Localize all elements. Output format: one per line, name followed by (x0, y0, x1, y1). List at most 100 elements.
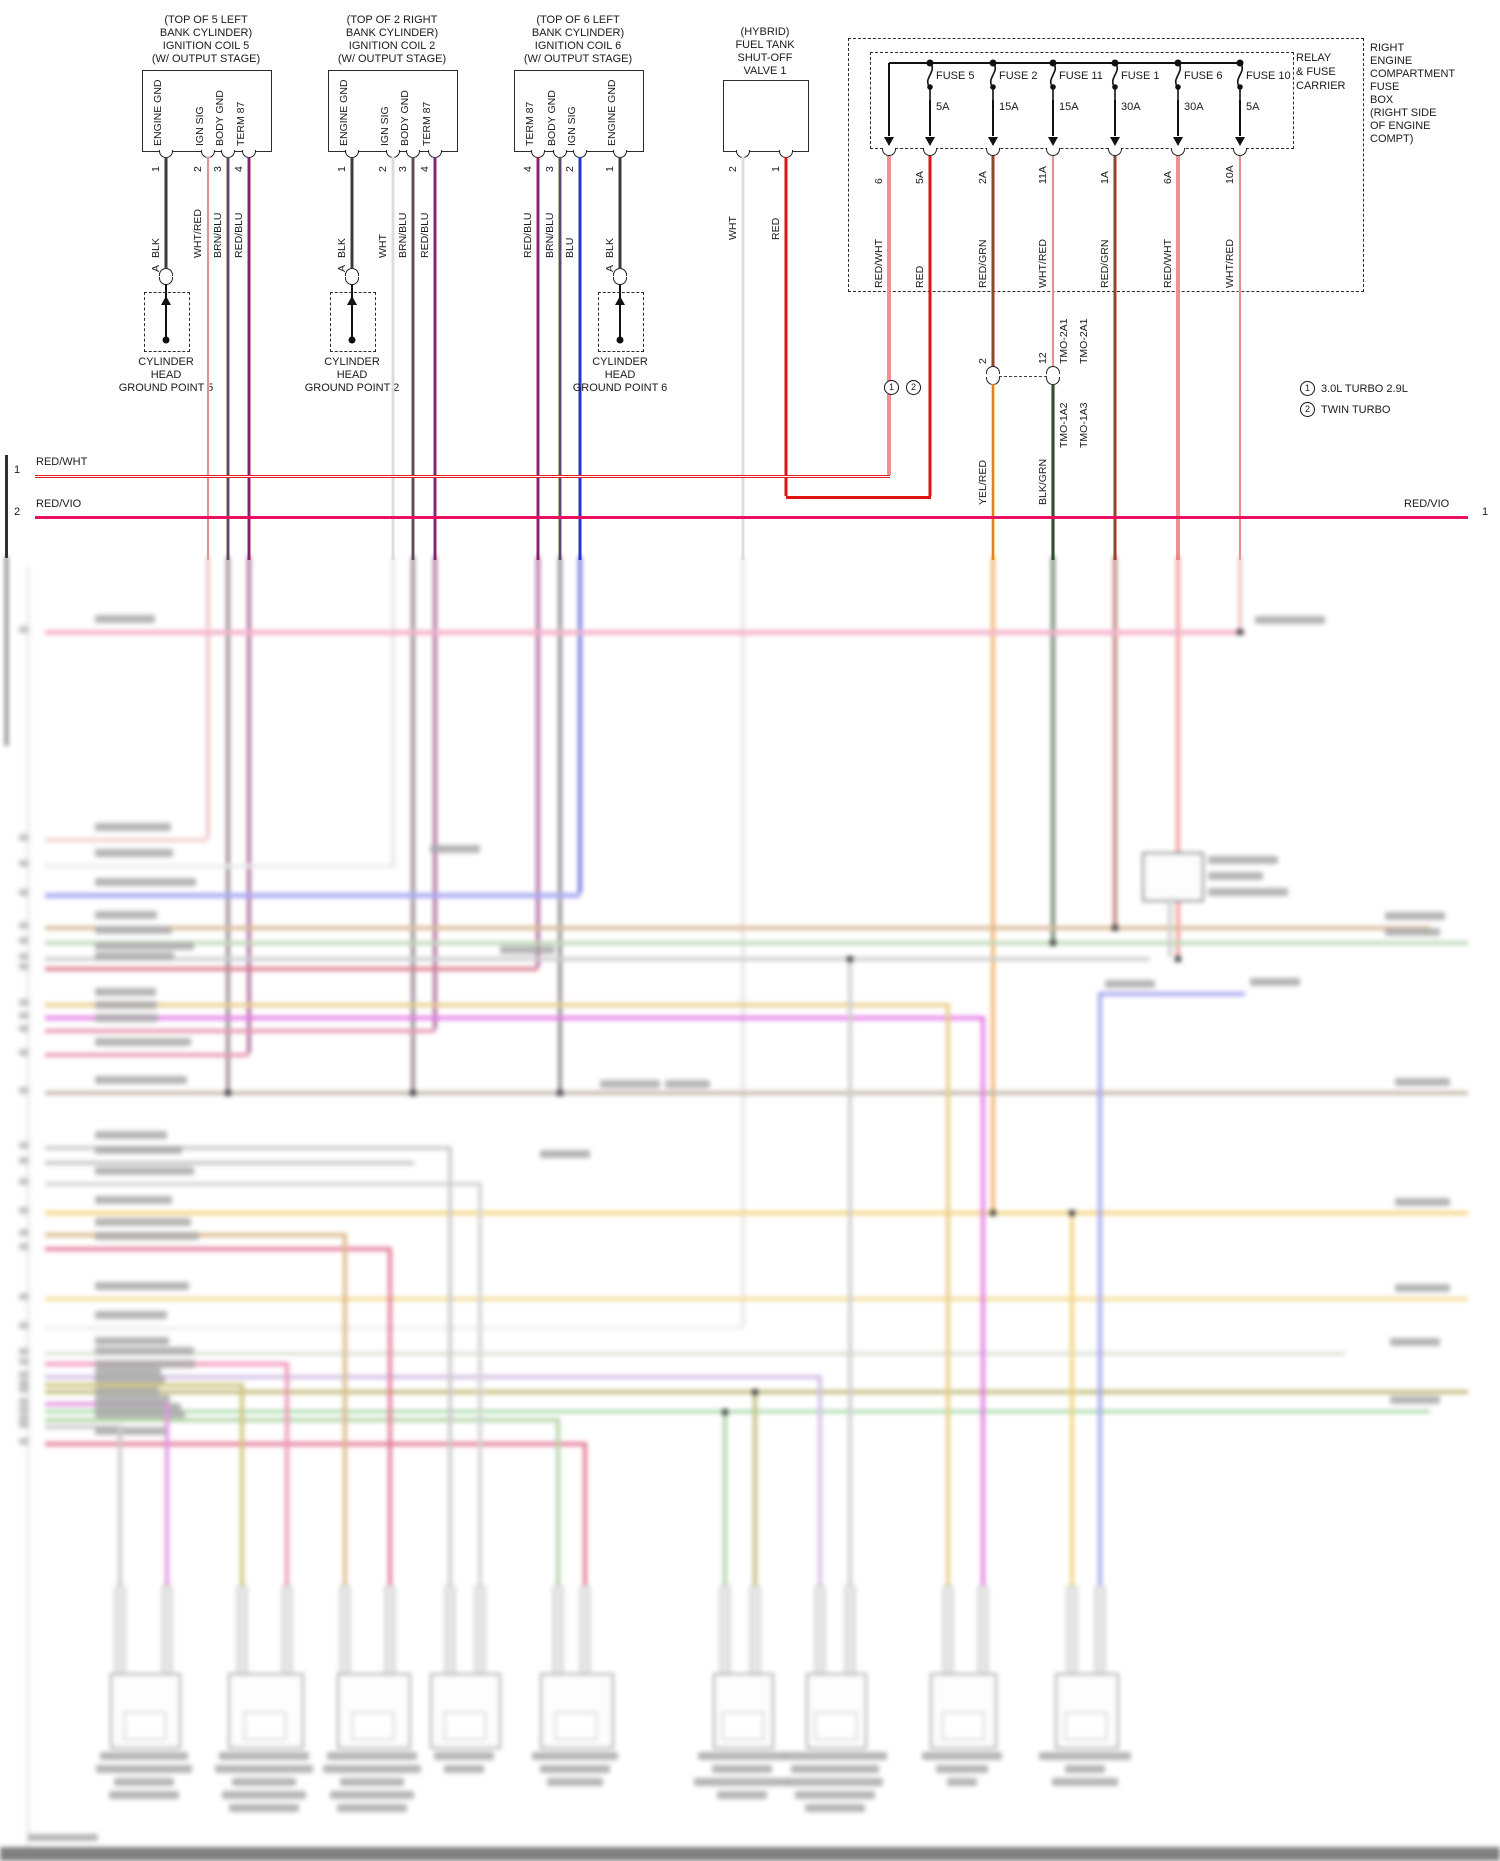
blurred-row-number (19, 1293, 29, 1300)
coil-pin-label: ENGINE GND (606, 79, 618, 146)
blurred-caption-line (786, 1778, 883, 1786)
blurred-label (95, 911, 157, 919)
coil-pin-label: ENGINE GND (152, 79, 164, 146)
blurred-junction-dot (752, 1389, 758, 1395)
engine-gnd-wire (350, 157, 354, 268)
supply-line-red-vio (35, 516, 1468, 519)
fusebox-inner-dashed (870, 52, 1294, 149)
coil-pin-number: 1 (150, 166, 162, 172)
blurred-label (1208, 888, 1288, 896)
blurred-wire-row (45, 1091, 1468, 1095)
blurred-label (95, 1347, 194, 1355)
carrier-label-line: RELAY (1296, 52, 1332, 64)
coil-wire-color-label: WHT/RED (192, 209, 204, 258)
blurred-row-number (19, 834, 29, 841)
coil-wire-color-label: BLK (150, 238, 162, 258)
coil-pin-number: 4 (522, 166, 534, 172)
blurred-label (1395, 1078, 1450, 1086)
blurred-wire-row (45, 1003, 948, 1007)
coil-pin-number: 2 (564, 166, 576, 172)
coil-title-line: IGNITION COIL 2 (348, 40, 436, 52)
ground-point-label: GROUND POINT 2 (304, 382, 400, 394)
blurred-caption-line (716, 1791, 767, 1799)
coil-pin-number: 2 (192, 166, 204, 172)
blurred-wire-row (45, 1383, 242, 1387)
blk-grn-wire (1051, 384, 1055, 560)
blurred-wire-drop (343, 1233, 347, 1590)
component-connector-stub (236, 1585, 248, 1675)
coil-wire-color-label: WHT (377, 234, 389, 258)
blurred-label (1395, 1284, 1450, 1292)
blurred-wire-continuation (226, 556, 230, 1091)
coil-wire-color-label: BLK (336, 238, 348, 258)
fuse-symbol-icon (1174, 60, 1182, 100)
ground-dashed-box (144, 292, 190, 352)
blurred-label (1105, 980, 1155, 988)
valve-title-line: SHUT-OFF (737, 52, 793, 64)
blurred-row-number (19, 1406, 29, 1413)
blurred-row-number (19, 953, 29, 960)
feed-stem (888, 63, 890, 136)
fuse-amp: 15A (999, 101, 1019, 113)
legend-item: 1 3.0L TURBO 2.9L (1300, 381, 1408, 396)
blurred-wire-row (45, 941, 1468, 945)
blurred-wire-row (45, 1352, 1345, 1355)
blurred-wire-row (45, 1375, 820, 1379)
blurred-wire-row (45, 1029, 435, 1033)
component-connector-stub (942, 1585, 954, 1675)
blurred-row-number (19, 1371, 29, 1378)
coil-pin-number: 3 (212, 166, 224, 172)
coil-pin-number: 2 (377, 166, 389, 172)
blurred-label (500, 946, 555, 954)
fusebox-location-line: BOX (1370, 94, 1394, 106)
blurred-label (95, 1375, 165, 1383)
page-border-segment (5, 455, 8, 558)
coil-title-line: BANK CYLINDER) (345, 27, 439, 39)
component-connector-stub (552, 1585, 564, 1675)
blurred-label (95, 1038, 191, 1046)
blurred-wire-row (45, 864, 397, 868)
fuse-pin-label: 10A (1224, 165, 1236, 184)
fuse-amp: 5A (936, 101, 950, 113)
fuse-output-wire (1051, 156, 1055, 368)
coil-wire-color-label: RED/BLU (233, 212, 245, 258)
valve-wire-color-label: WHT (727, 216, 739, 240)
blurred-label (95, 988, 156, 996)
fuse-exit-arrow-icon (1235, 137, 1245, 146)
blurred-caption-line (532, 1752, 618, 1760)
blurred-wire-row (45, 1410, 1430, 1413)
feed-wire-color-label: RED/WHT (873, 239, 885, 288)
blurred-caption-line (794, 1791, 875, 1799)
fuse-output-wire (1238, 156, 1242, 560)
fuse-exit-arrow-icon (988, 137, 998, 146)
junction-dot-icon (162, 336, 170, 344)
coil-title-line: (W/ OUTPUT STAGE) (523, 53, 633, 65)
blurred-label (430, 845, 480, 853)
fuse-wire-color-label: RED/GRN (1099, 239, 1111, 288)
ground-dashed-box (330, 292, 376, 352)
engine-gnd-wire (164, 157, 168, 268)
blurred-row-number (19, 860, 29, 867)
blurred-caption-line (1052, 1778, 1118, 1786)
blurred-caption-line (790, 1765, 879, 1773)
variant-2-mark: 2 (906, 380, 921, 395)
blurred-row-number (19, 1414, 29, 1421)
fuse-stem (1177, 100, 1179, 136)
component-connector-stub (1094, 1585, 1106, 1675)
component-connector-stub (114, 1585, 126, 1675)
blurred-row-number (19, 1386, 29, 1393)
component-notch (123, 1712, 166, 1740)
blurred-row-number (19, 889, 29, 896)
blurred-wire-row (45, 1182, 480, 1186)
coil-wire (578, 157, 582, 560)
fuse-amp: 5A (1246, 101, 1260, 113)
ground-point-label: HEAD (336, 369, 368, 381)
blurred-wire-drop (981, 1016, 985, 1590)
coil-box (514, 70, 644, 152)
coil-pin-number: 4 (419, 166, 431, 172)
fuse-exit-arrow-icon (1110, 137, 1120, 146)
blurred-caption-line (540, 1765, 610, 1773)
blurred-row-number (19, 963, 29, 970)
component-notch (721, 1712, 764, 1740)
